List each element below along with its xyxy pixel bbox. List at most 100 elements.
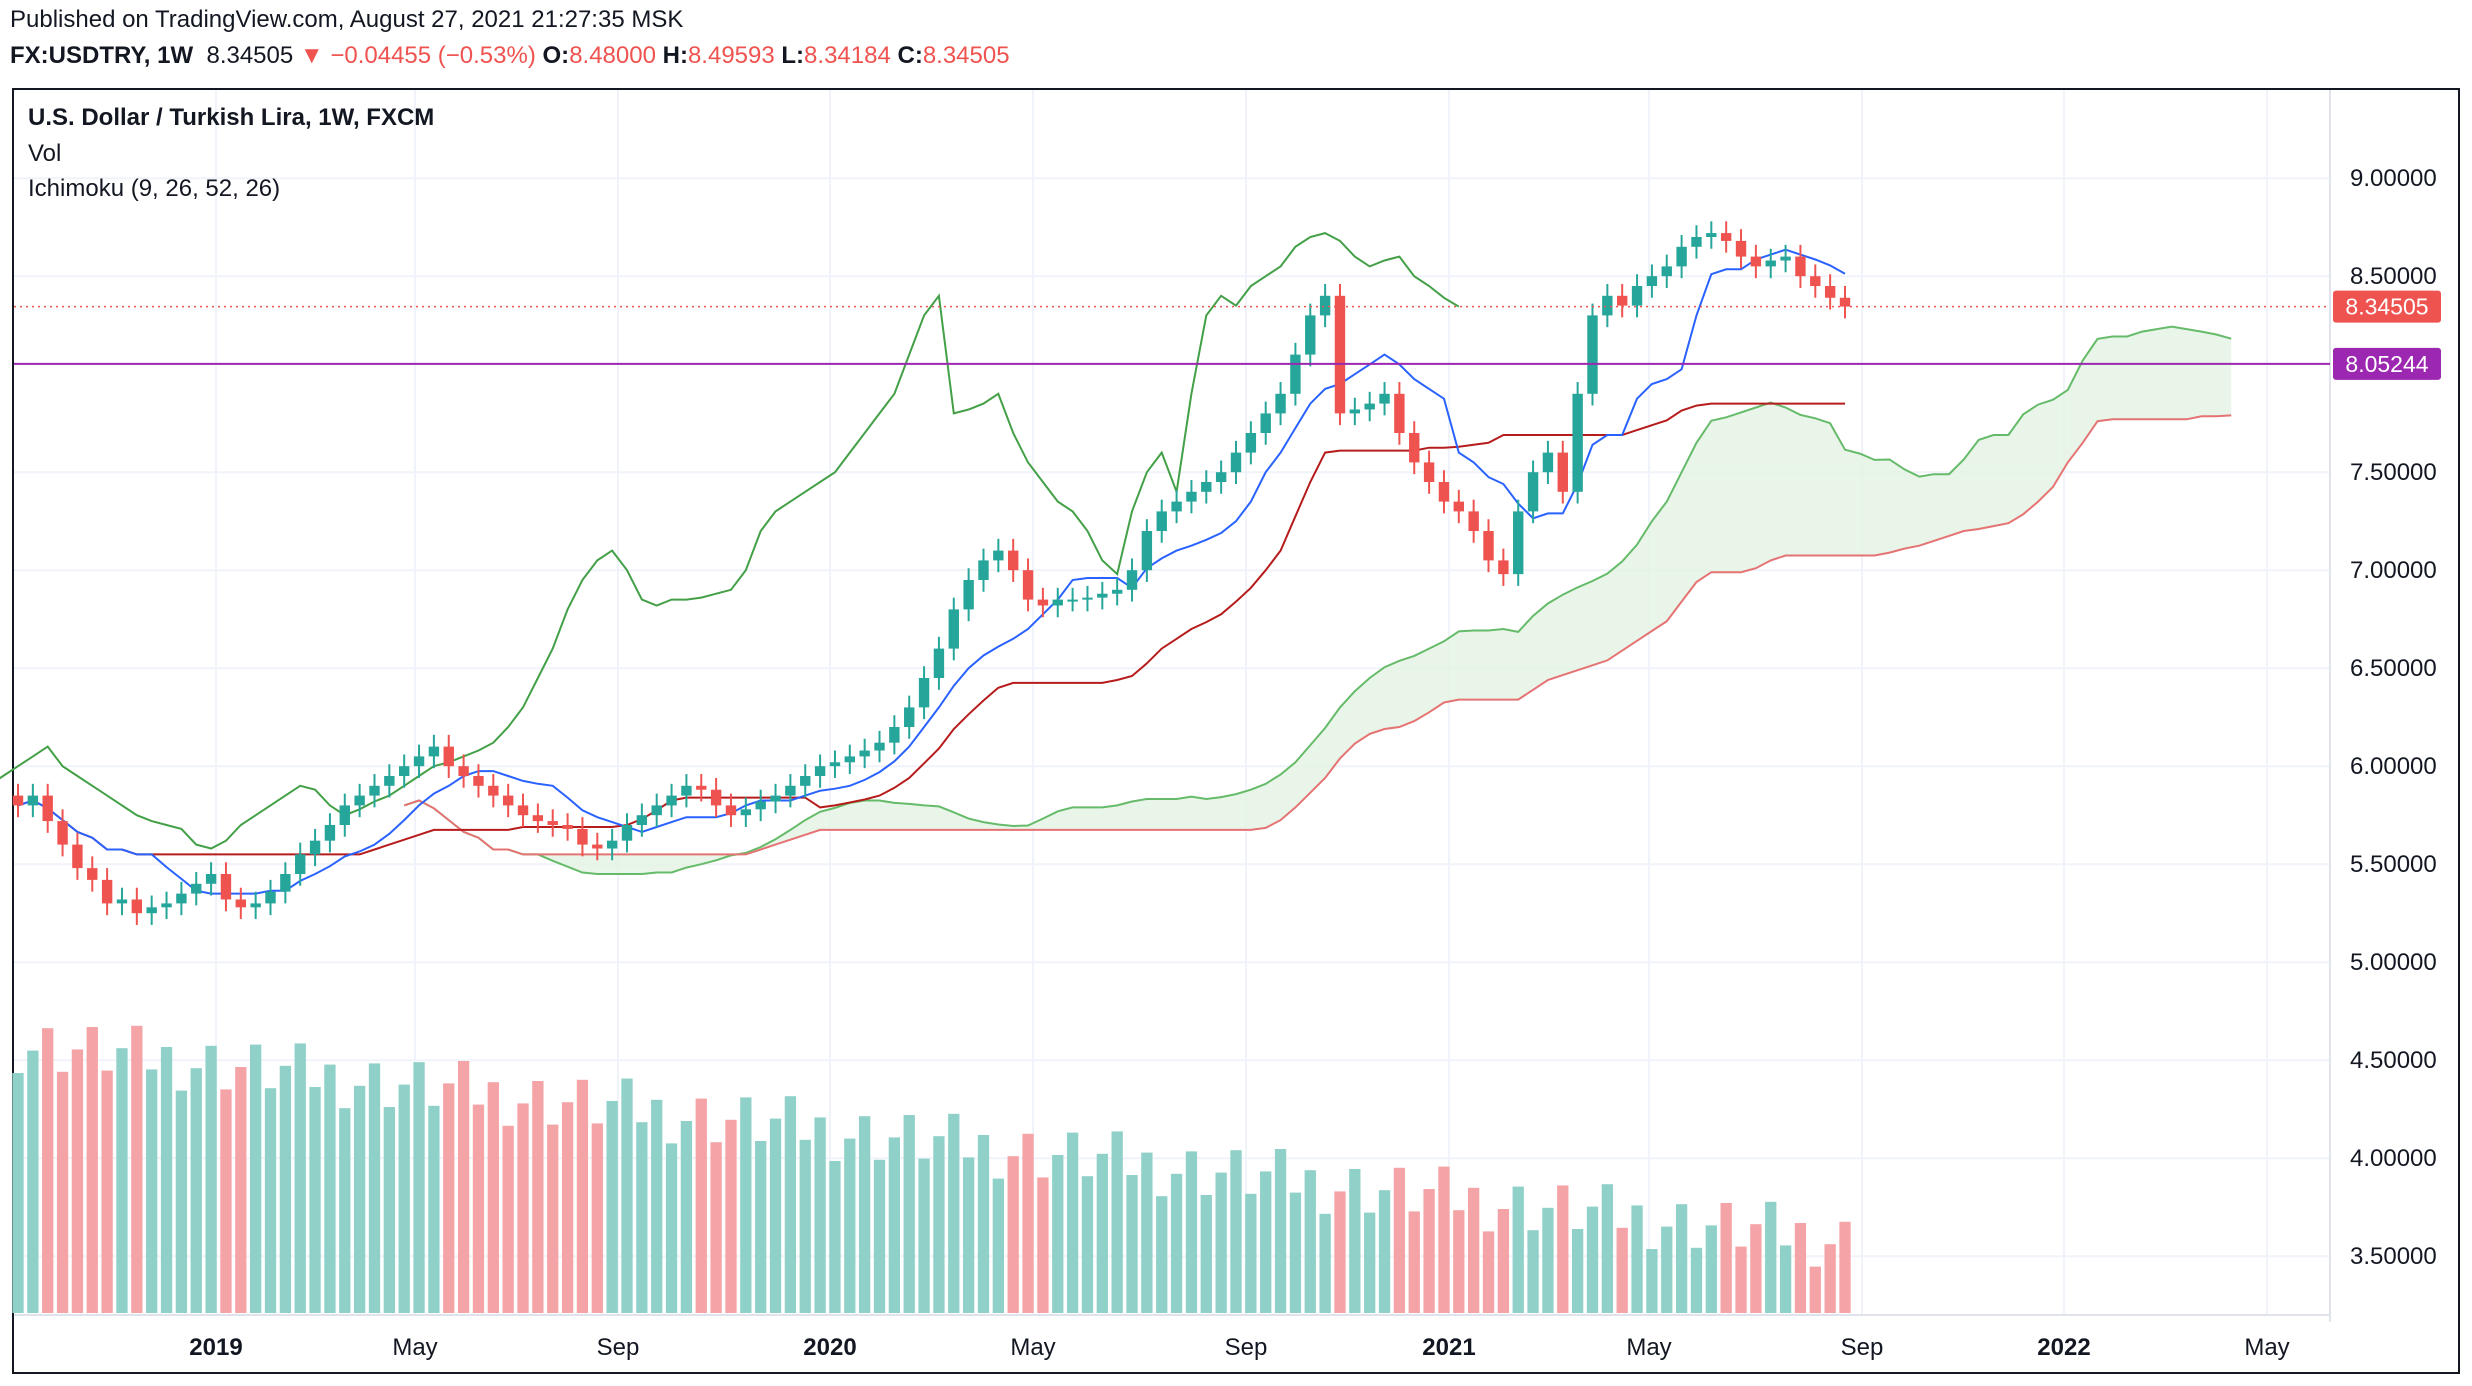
high-value: 8.49593	[687, 42, 775, 69]
x-tick-label: 2020	[803, 1334, 856, 1361]
volume-bar	[146, 1069, 158, 1313]
volume-bar	[1809, 1266, 1821, 1313]
candle-body	[681, 785, 692, 796]
candle-body	[146, 907, 157, 914]
volume-bar	[1616, 1227, 1628, 1313]
candle-body	[1305, 315, 1316, 355]
y-tick-label: 5.00000	[2350, 949, 2437, 976]
volume-bar	[205, 1045, 217, 1313]
volume-bar	[235, 1067, 247, 1313]
volume-bar	[1423, 1189, 1435, 1313]
chart-frame[interactable]	[12, 88, 2460, 1374]
candle-body	[1483, 531, 1494, 561]
candle-body	[413, 756, 425, 767]
volume-bar	[1334, 1191, 1346, 1313]
candle-body	[1171, 501, 1182, 512]
candle-body	[517, 805, 529, 816]
candle-body	[473, 776, 484, 786]
x-tick-label: May	[1010, 1334, 1055, 1361]
volume-bar	[1690, 1247, 1703, 1313]
volume-bar	[784, 1096, 797, 1313]
open-value: 8.48000	[569, 42, 656, 69]
volume-bar	[725, 1119, 737, 1313]
volume-bar	[532, 1081, 544, 1313]
y-tick-label: 7.00000	[2350, 557, 2437, 584]
candle-body	[1616, 295, 1628, 306]
y-tick-label: 3.50000	[2350, 1243, 2437, 1270]
candle-body	[1275, 393, 1286, 414]
volume-bar	[1705, 1225, 1717, 1313]
x-tick-label: 2022	[2037, 1334, 2090, 1361]
candle-body	[755, 801, 766, 810]
candle-body	[116, 899, 128, 904]
volume-bar	[279, 1065, 292, 1313]
volume-bar	[606, 1101, 618, 1313]
candle-body	[1097, 593, 1108, 598]
candle-body	[1542, 452, 1554, 473]
volume-bar	[1468, 1187, 1480, 1313]
candle-body	[978, 560, 989, 580]
candle-body	[814, 766, 826, 776]
volume-bar	[1215, 1172, 1227, 1313]
volume-bar	[101, 1070, 113, 1313]
candle-body	[369, 785, 380, 796]
volume-bar	[1007, 1156, 1019, 1313]
candle-body	[1141, 531, 1153, 571]
y-tick-label: 9.00000	[2350, 165, 2437, 192]
candle-body	[265, 891, 276, 904]
volume-bar	[1646, 1249, 1658, 1313]
volume-bar	[1631, 1205, 1643, 1313]
volume-bar	[1304, 1170, 1316, 1313]
senkou-span-a-line	[403, 325, 2232, 875]
volume-bar	[977, 1135, 990, 1313]
senkou-span-b-line	[403, 414, 2232, 856]
volume-bar	[175, 1090, 188, 1313]
volume-bar	[1765, 1201, 1777, 1313]
close-value: 8.34505	[922, 42, 1010, 69]
volume-bar	[1066, 1132, 1079, 1313]
candle-body	[696, 785, 707, 790]
candle-body	[488, 785, 499, 796]
kijun-sen-line	[17, 402, 1845, 856]
candle-body	[1201, 482, 1212, 492]
candle-body	[993, 550, 1004, 561]
volume-bar	[428, 1105, 440, 1313]
candle-body	[176, 893, 187, 904]
candle-body	[502, 795, 514, 806]
volume-bar	[903, 1115, 915, 1313]
candle-body	[1720, 233, 1732, 241]
chikou-span-line	[0, 232, 1460, 850]
candle-body	[666, 795, 677, 806]
candle-body	[800, 776, 811, 786]
candle-body	[636, 815, 648, 825]
close-label: C:	[897, 42, 923, 69]
candle-body	[280, 874, 291, 892]
volume-bar	[71, 1049, 84, 1313]
candle-body	[1824, 286, 1836, 298]
candle-body	[1022, 570, 1034, 600]
candle-body	[1409, 433, 1420, 463]
volume-bar	[1289, 1192, 1302, 1313]
low-value: 8.34184	[804, 42, 891, 69]
chart-title: U.S. Dollar / Turkish Lira, 1W, FXCM	[28, 104, 435, 131]
volume-bar	[1839, 1221, 1851, 1313]
ichimoku-cloud	[404, 326, 2232, 874]
candle-body	[547, 821, 558, 825]
volume-bar	[1661, 1226, 1673, 1313]
candle-body	[621, 825, 633, 841]
volume-bar	[1364, 1212, 1376, 1313]
volume-bar	[56, 1071, 69, 1313]
volume-bar	[962, 1157, 975, 1313]
candle-body	[1839, 297, 1851, 307]
x-tick-label: May	[1626, 1334, 1671, 1361]
candle-body	[1735, 240, 1747, 257]
volume-bar	[398, 1084, 410, 1313]
candle-body	[1394, 393, 1405, 433]
volume-bar	[948, 1113, 960, 1313]
candle-body	[918, 678, 930, 708]
volume-bar	[1497, 1209, 1510, 1313]
ichimoku-legend: Ichimoku (9, 26, 52, 26)	[28, 175, 281, 202]
candle-body	[1527, 472, 1539, 512]
volume-bar	[1527, 1230, 1539, 1313]
